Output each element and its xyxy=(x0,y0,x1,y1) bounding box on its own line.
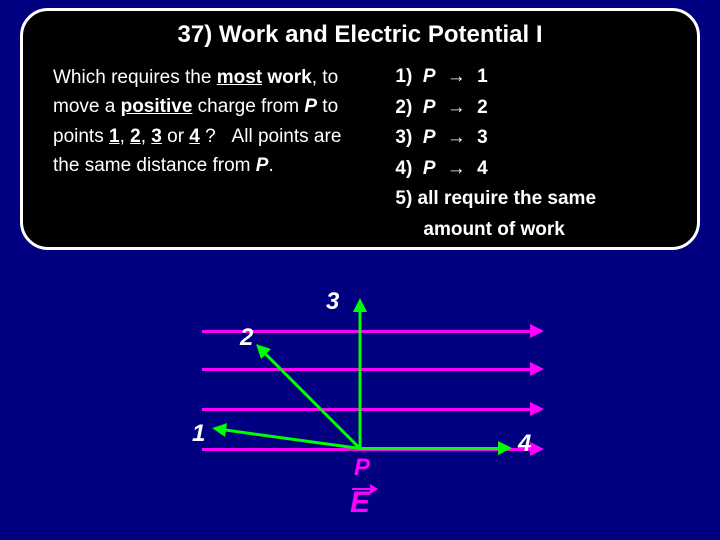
question-text: Which requires the most work, to move a … xyxy=(53,63,365,244)
direction-arrowhead xyxy=(211,421,227,437)
field-arrowhead xyxy=(530,442,544,456)
answer-option: 2) P → 2 xyxy=(395,94,667,123)
direction-arrow xyxy=(264,352,361,449)
point-label: 2 xyxy=(240,324,253,352)
point-label: 1 xyxy=(192,420,205,448)
content-row: Which requires the most work, to move a … xyxy=(53,63,667,244)
answer-option: 5) all require the same xyxy=(395,185,667,214)
answer-option-cont: amount of work xyxy=(423,216,667,245)
direction-arrowhead xyxy=(353,298,367,312)
slide-title: 37) Work and Electric Potential I xyxy=(53,21,667,49)
point-label: 3 xyxy=(326,288,339,316)
origin-label: P xyxy=(354,454,370,482)
direction-arrowhead xyxy=(498,441,512,455)
field-diagram: 1234PE xyxy=(150,280,570,510)
question-box: 37) Work and Electric Potential I Which … xyxy=(20,8,700,250)
field-arrowhead xyxy=(530,402,544,416)
direction-arrow xyxy=(360,447,500,450)
field-line xyxy=(202,408,532,411)
answer-option: 1) P → 1 xyxy=(395,63,667,92)
direction-arrow xyxy=(359,310,362,448)
field-arrowhead xyxy=(530,324,544,338)
point-label: 4 xyxy=(518,430,531,458)
answer-option: 4) P → 4 xyxy=(395,155,667,184)
answer-option: 3) P → 3 xyxy=(395,124,667,153)
field-line xyxy=(202,368,532,371)
e-field-label: E xyxy=(350,486,370,520)
answer-list: 1) P → 12) P → 23) P → 34) P → 45) all r… xyxy=(395,63,667,244)
field-arrowhead xyxy=(530,362,544,376)
